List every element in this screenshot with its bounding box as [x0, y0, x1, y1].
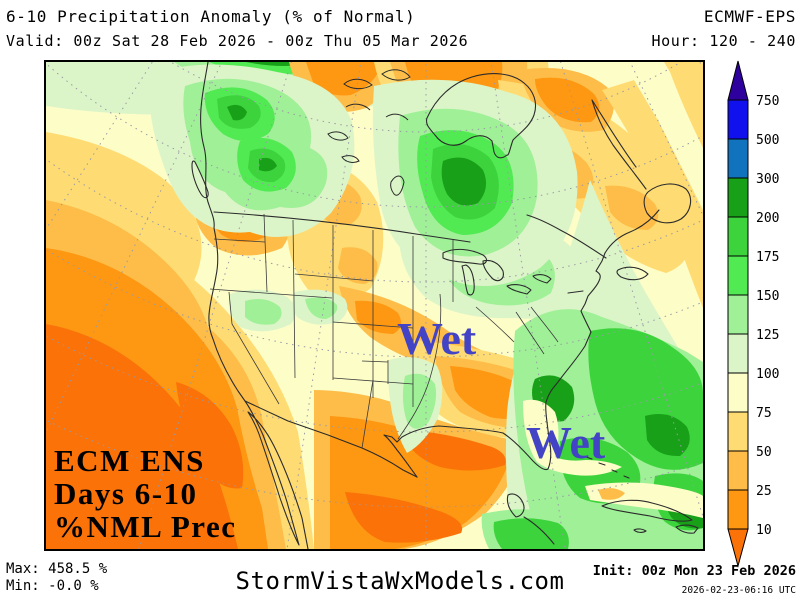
annotation-line-3: %NML Prec [54, 509, 237, 544]
colorbar-tick-25: 25 [756, 484, 772, 499]
colorbar-tick-175: 175 [756, 250, 779, 265]
wet-label-2: Wet [526, 417, 606, 468]
map-annotations: Wet Wet ECM ENS Days 6-10 %NML Prec [54, 313, 606, 544]
colorbar-seg-25-10 [727, 489, 749, 530]
colorbar-tick-500: 500 [756, 133, 779, 148]
valid-range: Valid: 00z Sat 28 Feb 2026 - 00z Thu 05 … [6, 32, 469, 50]
colorbar-seg-75-50 [727, 411, 749, 452]
annotation-line-2: Days 6-10 [54, 476, 198, 511]
colorbar-seg-200-175 [727, 216, 749, 257]
colorbar-seg-100-75 [727, 372, 749, 413]
colorbar-tick-75: 75 [756, 406, 772, 421]
annotation-line-1: ECM ENS [54, 443, 205, 478]
forecast-hour: Hour: 120 - 240 [651, 32, 796, 50]
map-area: Wet Wet ECM ENS Days 6-10 %NML Prec [44, 60, 705, 551]
colorbar-arrow-down [727, 528, 749, 568]
colorbar-tick-150: 150 [756, 289, 779, 304]
page-title: 6-10 Precipitation Anomaly (% of Normal) [6, 7, 416, 26]
colorbar-seg-150-125 [727, 294, 749, 335]
precipitation-anomaly-map: Wet Wet ECM ENS Days 6-10 %NML Prec [46, 62, 703, 549]
colorbar-seg-125-100 [727, 333, 749, 374]
colorbar-tick-200: 200 [756, 211, 779, 226]
colorbar-tick-10: 10 [756, 523, 772, 538]
colorbar-tick-100: 100 [756, 367, 779, 382]
max-value: Max: 458.5 % [6, 561, 108, 577]
colorbar-tick-750: 750 [756, 94, 779, 109]
colorbar-legend: 750 500 300 200 175 150 125 100 75 50 25… [720, 58, 800, 573]
colorbar-arrow-up [727, 60, 749, 101]
watermark-site: StormVistaWxModels.com [235, 567, 565, 595]
colorbar-seg-300-200 [727, 177, 749, 218]
min-value: Min: -0.0 % [6, 578, 99, 594]
colorbar-tick-125: 125 [756, 328, 779, 343]
anomaly-shading [46, 62, 703, 549]
colorbar-seg-500-300 [727, 138, 749, 179]
init-time: Init: 00z Mon 23 Feb 2026 [592, 563, 796, 579]
colorbar-seg-750-500 [727, 99, 749, 140]
colorbar-seg-175-150 [727, 255, 749, 296]
colorbar-seg-50-25 [727, 450, 749, 491]
arctic-islands [327, 69, 411, 196]
colorbar-tick-50: 50 [756, 445, 772, 460]
wet-label-1: Wet [397, 313, 477, 364]
state-borders [209, 213, 559, 449]
colorbar-tick-300: 300 [756, 172, 779, 187]
generated-timestamp: 2026-02-23-06:16 UTC [681, 585, 796, 596]
model-name: ECMWF-EPS [703, 7, 796, 26]
colorbar-svg: 750 500 300 200 175 150 125 100 75 50 25… [727, 60, 779, 568]
coastlines [191, 62, 699, 549]
